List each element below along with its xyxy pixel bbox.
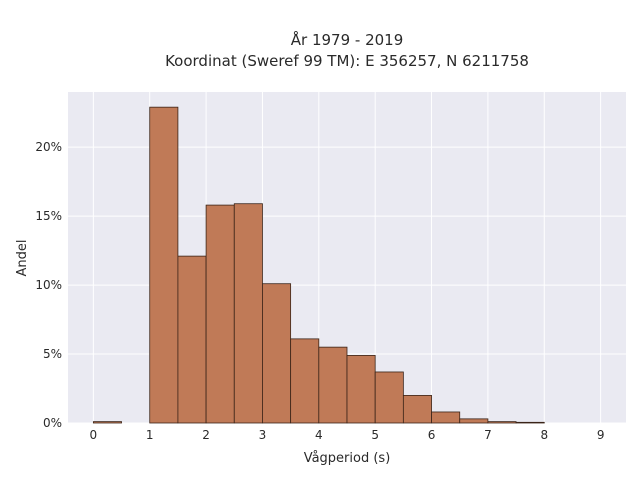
histogram-bars [92, 106, 545, 424]
histogram-bar [346, 355, 376, 424]
y-tick-label: 0% [43, 416, 62, 430]
histogram-bar [515, 421, 545, 424]
histogram-bar [431, 411, 461, 424]
x-tick-label: 1 [146, 428, 154, 442]
histogram-bar [459, 418, 489, 424]
y-axis-label: Andel [15, 240, 30, 277]
x-tick-label: 6 [428, 428, 436, 442]
tick-labels: 0 1 2 3 4 5 6 7 8 9 0% 5% 10% 15% 20% [35, 140, 604, 442]
histogram-bar [290, 338, 320, 424]
histogram-bar [233, 203, 263, 424]
histogram-bar [205, 204, 235, 424]
chart-title: År 1979 - 2019 [291, 30, 404, 49]
x-tick-label: 8 [540, 428, 548, 442]
x-tick-label: 3 [259, 428, 267, 442]
x-tick-label: 9 [597, 428, 605, 442]
x-tick-label: 2 [202, 428, 210, 442]
chart-subtitle: Koordinat (Sweref 99 TM): E 356257, N 62… [165, 52, 529, 70]
histogram-bar [374, 371, 404, 424]
x-tick-label: 4 [315, 428, 323, 442]
histogram-bar [318, 346, 348, 424]
histogram-bar [487, 421, 517, 424]
histogram-bar [177, 255, 207, 424]
y-tick-label: 5% [43, 347, 62, 361]
x-axis-label: Vågperiod (s) [304, 451, 391, 466]
x-tick-label: 5 [371, 428, 379, 442]
x-tick-label: 0 [90, 428, 98, 442]
histogram-bar [92, 421, 122, 424]
histogram-bar [262, 283, 292, 424]
x-tick-label: 7 [484, 428, 492, 442]
y-tick-label: 20% [35, 140, 62, 154]
y-tick-label: 15% [35, 209, 62, 223]
y-tick-label: 10% [35, 278, 62, 292]
histogram-bar [402, 395, 432, 424]
histogram-bar [149, 106, 179, 424]
